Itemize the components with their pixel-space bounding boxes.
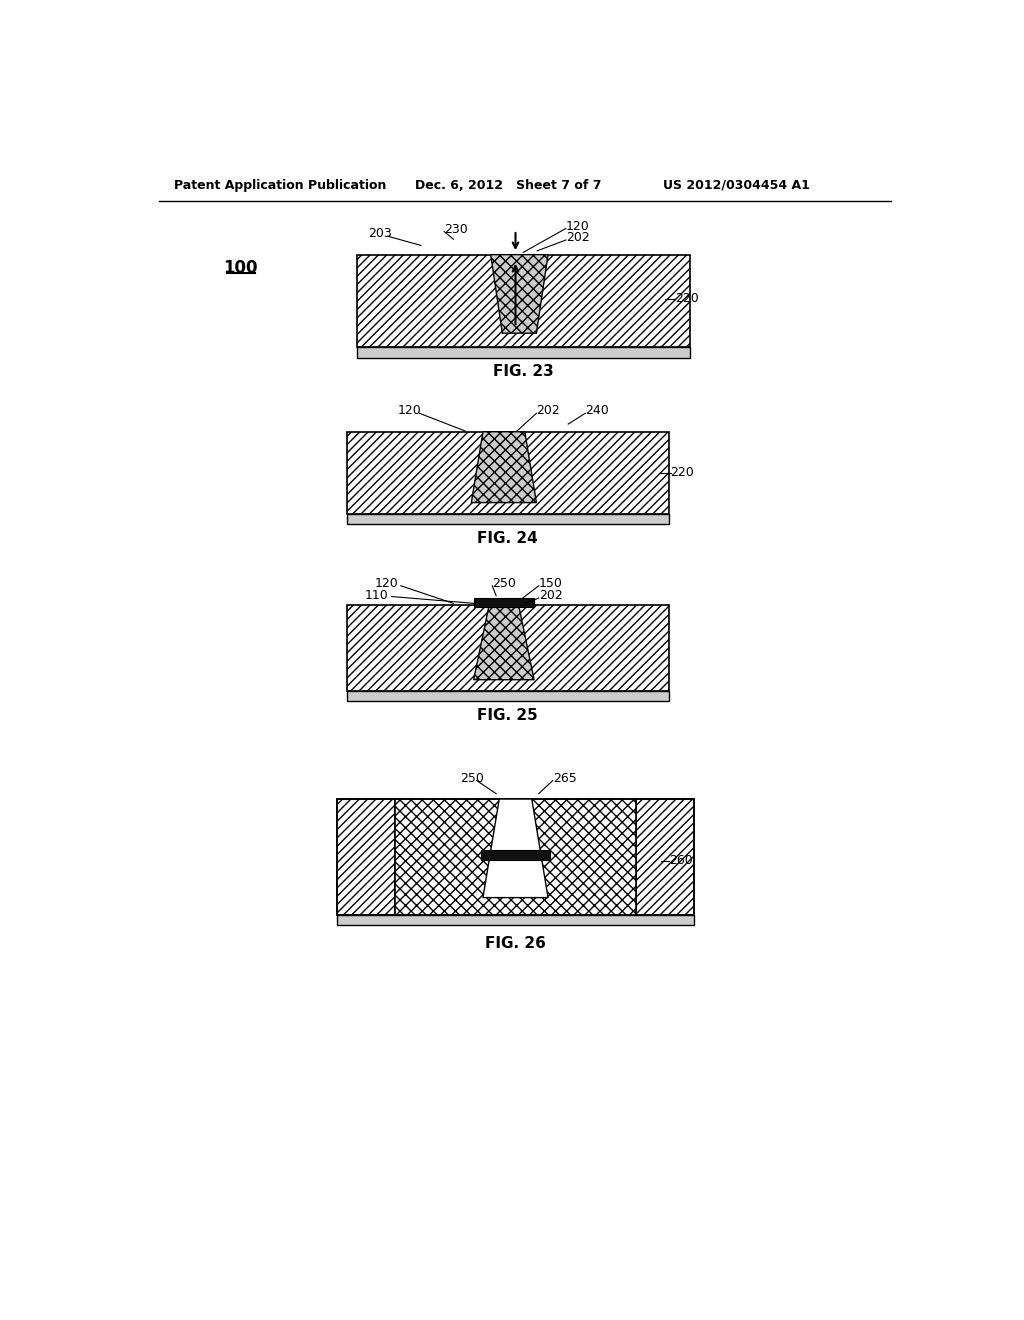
Text: 120: 120: [566, 219, 590, 232]
Bar: [337, 799, 395, 915]
Text: 110: 110: [365, 589, 388, 602]
Text: 150: 150: [539, 577, 562, 590]
Text: 250: 250: [493, 577, 516, 590]
Text: 265: 265: [553, 772, 577, 785]
Text: FIG. 25: FIG. 25: [477, 709, 539, 723]
Bar: [636, 799, 693, 915]
Polygon shape: [474, 605, 535, 680]
Text: 240: 240: [586, 404, 609, 417]
Polygon shape: [483, 799, 548, 898]
Bar: [347, 692, 669, 701]
Text: 120: 120: [375, 577, 398, 590]
Bar: [337, 799, 693, 915]
Text: US 2012/0304454 A1: US 2012/0304454 A1: [663, 178, 810, 191]
Text: FIG. 24: FIG. 24: [477, 531, 539, 546]
Text: 120: 120: [397, 404, 422, 417]
Text: FIG. 26: FIG. 26: [485, 936, 546, 952]
Text: 220: 220: [671, 466, 694, 479]
Bar: [347, 515, 669, 524]
Bar: [481, 850, 550, 859]
Polygon shape: [490, 255, 548, 333]
Bar: [347, 605, 669, 692]
Text: 260: 260: [669, 854, 692, 867]
Text: FIG. 23: FIG. 23: [493, 364, 554, 379]
Text: Patent Application Publication: Patent Application Publication: [174, 178, 387, 191]
Text: 220: 220: [675, 292, 699, 305]
Text: 202: 202: [566, 231, 590, 244]
Bar: [395, 799, 636, 915]
Text: 202: 202: [539, 589, 562, 602]
Bar: [474, 598, 535, 607]
Text: 250: 250: [460, 772, 483, 785]
Text: 230: 230: [444, 223, 468, 236]
Bar: [337, 915, 693, 924]
Text: 203: 203: [369, 227, 392, 240]
Text: 202: 202: [537, 404, 560, 417]
Text: Dec. 6, 2012   Sheet 7 of 7: Dec. 6, 2012 Sheet 7 of 7: [415, 178, 601, 191]
Polygon shape: [490, 255, 548, 333]
Bar: [356, 347, 690, 358]
Text: 100: 100: [223, 259, 258, 277]
Polygon shape: [483, 799, 548, 898]
Bar: [356, 255, 690, 347]
Polygon shape: [471, 432, 537, 503]
Bar: [347, 432, 669, 515]
Polygon shape: [471, 432, 537, 503]
Polygon shape: [474, 605, 535, 680]
